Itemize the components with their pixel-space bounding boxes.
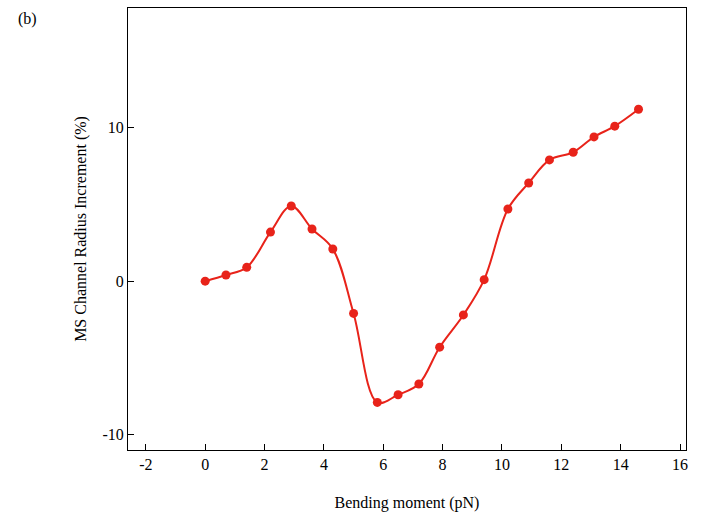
svg-text:14: 14 — [613, 456, 629, 473]
svg-text:-2: -2 — [139, 456, 152, 473]
svg-text:MS Channel Radius Increment (%: MS Channel Radius Increment (%) — [72, 116, 90, 342]
svg-text:10: 10 — [494, 456, 510, 473]
svg-text:12: 12 — [553, 456, 569, 473]
svg-text:6: 6 — [379, 456, 387, 473]
svg-text:0: 0 — [116, 273, 124, 290]
svg-text:Bending moment (pN): Bending moment (pN) — [335, 494, 480, 512]
svg-text:0: 0 — [201, 456, 209, 473]
svg-text:16: 16 — [672, 456, 688, 473]
svg-text:-10: -10 — [102, 426, 123, 443]
svg-text:10: 10 — [108, 119, 124, 136]
svg-text:2: 2 — [261, 456, 269, 473]
svg-text:8: 8 — [439, 456, 447, 473]
svg-text:4: 4 — [320, 456, 328, 473]
svg-text:(b): (b) — [18, 10, 37, 28]
